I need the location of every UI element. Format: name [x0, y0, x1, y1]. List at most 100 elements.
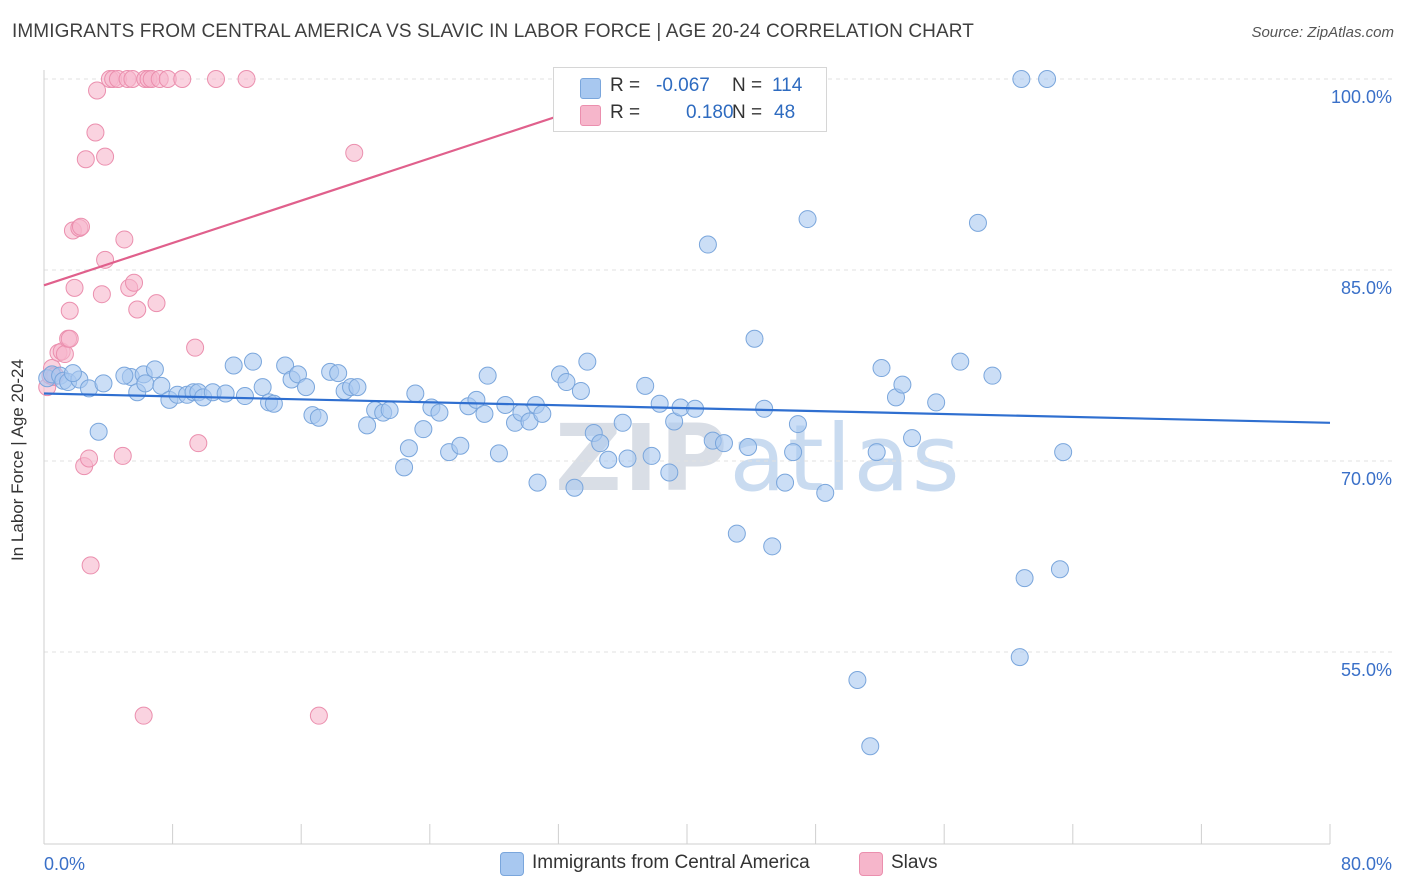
- y-tick-label: 55.0%: [1341, 660, 1392, 680]
- central-america-point: [358, 416, 377, 435]
- central-america-point: [714, 434, 733, 453]
- slavs-point: [60, 329, 79, 348]
- slavs-point: [60, 301, 79, 320]
- central-america-swatch: [580, 78, 601, 99]
- central-america-point: [968, 213, 987, 232]
- slavs-point: [86, 123, 105, 142]
- central-america-point: [145, 360, 164, 379]
- central-america-point: [636, 376, 655, 395]
- central-america-point: [1050, 560, 1069, 579]
- central-america-point: [380, 401, 399, 420]
- slavs-legend-label: Slavs: [891, 852, 938, 873]
- central-america-point: [983, 366, 1002, 385]
- stats-legend: R = -0.067 N = 114 R = 0.180 N = 48: [553, 67, 827, 132]
- central-america-point: [309, 408, 328, 427]
- slavs-point: [207, 70, 226, 88]
- central-america-point: [253, 378, 272, 397]
- central-america-point: [528, 473, 547, 492]
- central-america-point: [1038, 70, 1057, 88]
- slavs-swatch: [580, 105, 601, 126]
- n-label: N =: [732, 102, 763, 123]
- central-america-trend-line: [43, 392, 1331, 424]
- central-america-point: [414, 420, 433, 439]
- central-america-point: [489, 444, 508, 463]
- central-america-point: [94, 374, 113, 393]
- slavs-point: [173, 70, 192, 88]
- slavs-point: [71, 217, 90, 236]
- central-america-point: [816, 483, 835, 502]
- central-america-point: [788, 415, 807, 434]
- n-value: 114: [772, 75, 803, 96]
- y-tick-label: 85.0%: [1341, 278, 1392, 298]
- central-america-point: [115, 366, 134, 385]
- central-america-point: [224, 356, 243, 375]
- central-america-point: [571, 381, 590, 400]
- central-america-point: [1010, 648, 1029, 667]
- chart-title: IMMIGRANTS FROM CENTRAL AMERICA VS SLAVI…: [12, 21, 974, 42]
- slavs-point: [186, 338, 205, 357]
- slavs-point: [92, 285, 111, 304]
- slavs-points: [38, 70, 598, 725]
- central-america-point: [565, 478, 584, 497]
- central-america-point: [618, 449, 637, 468]
- central-america-point: [329, 364, 348, 383]
- central-america-point: [1012, 70, 1031, 88]
- y-tick-label: 70.0%: [1341, 469, 1392, 489]
- slavs-point: [81, 556, 100, 575]
- slavs-point: [55, 345, 74, 364]
- central-america-point: [475, 404, 494, 423]
- central-america-point: [745, 329, 764, 348]
- central-america-point: [297, 378, 316, 397]
- r-value: -0.067: [656, 75, 710, 96]
- r-value: 0.180: [686, 102, 734, 123]
- central-america-point: [903, 429, 922, 448]
- watermark: ZIPatlas: [555, 405, 962, 512]
- slavs-point: [147, 294, 166, 313]
- central-america-point: [430, 403, 449, 422]
- central-america-point: [872, 359, 891, 378]
- central-america-point: [89, 422, 108, 441]
- central-america-legend-swatch: [500, 852, 524, 876]
- central-america-point: [776, 473, 795, 492]
- slavs-point: [65, 278, 84, 297]
- slavs-point: [96, 147, 115, 166]
- slavs-point: [125, 273, 144, 292]
- central-america-point: [867, 443, 886, 462]
- central-america-point: [739, 437, 758, 456]
- central-america-point: [63, 364, 82, 383]
- central-america-point: [533, 404, 552, 423]
- central-america-point: [599, 450, 618, 469]
- central-america-point: [578, 352, 597, 371]
- slavs-point: [128, 300, 147, 319]
- y-tick-label: 100.0%: [1331, 87, 1392, 107]
- central-america-point: [698, 235, 717, 254]
- central-america-point: [399, 439, 418, 458]
- axes: [43, 70, 1331, 845]
- central-america-point: [642, 446, 661, 465]
- central-america-point: [591, 434, 610, 453]
- tick-labels: 55.0% 70.0% 85.0% 100.0% 0.0% 80.0%: [44, 87, 1392, 874]
- central-america-point: [727, 524, 746, 543]
- central-america-point: [951, 352, 970, 371]
- central-america-point: [348, 378, 367, 397]
- central-america-point: [216, 384, 235, 403]
- central-america-point: [557, 373, 576, 392]
- slavs-point: [80, 449, 99, 468]
- slavs-point: [76, 150, 95, 169]
- central-america-points: [38, 70, 1073, 756]
- slavs-point: [237, 70, 256, 88]
- slavs-point: [189, 434, 208, 453]
- watermark-atlas: atlas: [729, 405, 962, 512]
- central-america-point: [798, 210, 817, 229]
- central-america-point: [152, 376, 171, 395]
- central-america-point: [650, 394, 669, 413]
- central-america-point: [927, 393, 946, 412]
- slavs-point: [113, 446, 132, 465]
- x-tick-label-max: 80.0%: [1341, 854, 1392, 874]
- chart-source: Source: ZipAtlas.com: [1251, 24, 1394, 41]
- central-america-point: [660, 463, 679, 482]
- central-america-point: [451, 436, 470, 455]
- slavs-point: [115, 230, 134, 249]
- central-america-point: [235, 387, 254, 406]
